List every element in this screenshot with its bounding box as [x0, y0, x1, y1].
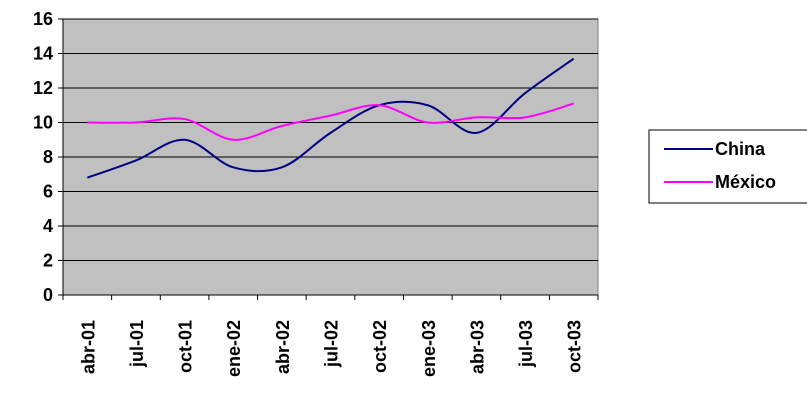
- series-line-m-xico: [87, 102, 574, 141]
- x-tick-labels: abr-01 jul-01 oct-01 ene-02 abr-02 jul-02 oct-…: [78, 320, 584, 377]
- legend-label: China: [715, 139, 766, 159]
- legend-label: México: [715, 172, 776, 192]
- x-tick-label: oct-02: [370, 320, 390, 373]
- x-tick-label: jul-03: [516, 320, 536, 368]
- grid-lines: [63, 18, 598, 261]
- y-tick-label: 6: [43, 182, 53, 202]
- x-tick-label: jul-01: [127, 320, 147, 368]
- x-tick-label: abr-01: [78, 320, 98, 374]
- y-tick-label: 14: [33, 44, 53, 64]
- y-tick-label: 8: [43, 147, 53, 167]
- x-tick-label: oct-03: [565, 320, 585, 373]
- x-tick-label: oct-01: [176, 320, 196, 373]
- x-tick-label: jul-02: [322, 320, 342, 368]
- series-line-china: [86, 57, 575, 179]
- y-tick-label: 10: [33, 113, 53, 133]
- legend: China México: [648, 129, 807, 204]
- legend-box: [648, 129, 807, 204]
- y-tick-label: 4: [43, 216, 53, 236]
- y-tick-labels: 0 2 4 6 8 10 12 14 16: [33, 9, 53, 305]
- y-tick-label: 12: [33, 78, 53, 98]
- x-tick-label: ene-02: [224, 320, 244, 377]
- y-tick-label: 16: [33, 9, 53, 29]
- x-tick-label: abr-03: [467, 320, 487, 374]
- axes: [58, 18, 599, 300]
- y-tick-label: 0: [43, 285, 53, 305]
- series-lines: [86, 57, 575, 179]
- x-tick-label: ene-03: [419, 320, 439, 377]
- x-tick-label: abr-02: [273, 320, 293, 374]
- y-tick-label: 2: [43, 251, 53, 271]
